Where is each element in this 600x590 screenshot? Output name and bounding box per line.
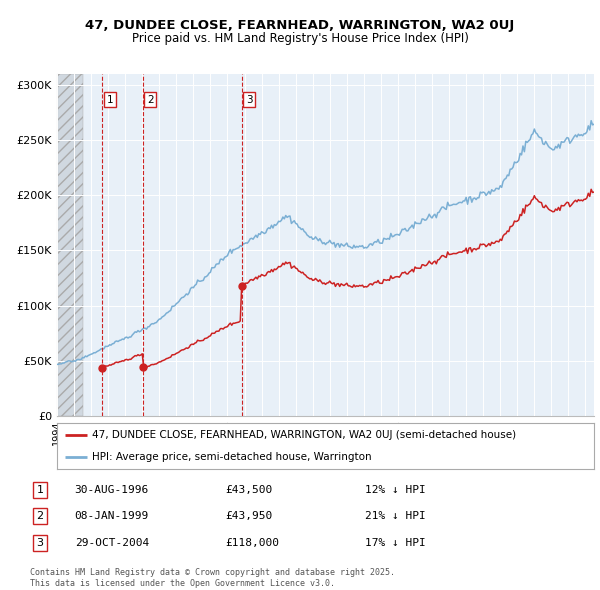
Text: 47, DUNDEE CLOSE, FEARNHEAD, WARRINGTON, WA2 0UJ: 47, DUNDEE CLOSE, FEARNHEAD, WARRINGTON,… (85, 19, 515, 32)
Text: Price paid vs. HM Land Registry's House Price Index (HPI): Price paid vs. HM Land Registry's House … (131, 32, 469, 45)
Text: 3: 3 (246, 95, 253, 104)
Text: 12% ↓ HPI: 12% ↓ HPI (365, 485, 425, 495)
Text: £118,000: £118,000 (226, 537, 279, 548)
Text: 21% ↓ HPI: 21% ↓ HPI (365, 512, 425, 521)
Text: 2: 2 (37, 512, 44, 521)
Text: 30-AUG-1996: 30-AUG-1996 (74, 485, 149, 495)
Text: 47, DUNDEE CLOSE, FEARNHEAD, WARRINGTON, WA2 0UJ (semi-detached house): 47, DUNDEE CLOSE, FEARNHEAD, WARRINGTON,… (92, 431, 516, 441)
Text: £43,500: £43,500 (226, 485, 272, 495)
Text: 2: 2 (147, 95, 154, 104)
Text: 1: 1 (37, 485, 44, 495)
Text: 29-OCT-2004: 29-OCT-2004 (74, 537, 149, 548)
Text: 17% ↓ HPI: 17% ↓ HPI (365, 537, 425, 548)
Bar (57, 74, 83, 416)
Text: 08-JAN-1999: 08-JAN-1999 (74, 512, 149, 521)
Text: This data is licensed under the Open Government Licence v3.0.: This data is licensed under the Open Gov… (30, 579, 335, 588)
Text: HPI: Average price, semi-detached house, Warrington: HPI: Average price, semi-detached house,… (92, 451, 371, 461)
Text: £43,950: £43,950 (226, 512, 272, 521)
Text: 1: 1 (107, 95, 113, 104)
Text: Contains HM Land Registry data © Crown copyright and database right 2025.: Contains HM Land Registry data © Crown c… (30, 568, 395, 576)
Text: 3: 3 (37, 537, 44, 548)
